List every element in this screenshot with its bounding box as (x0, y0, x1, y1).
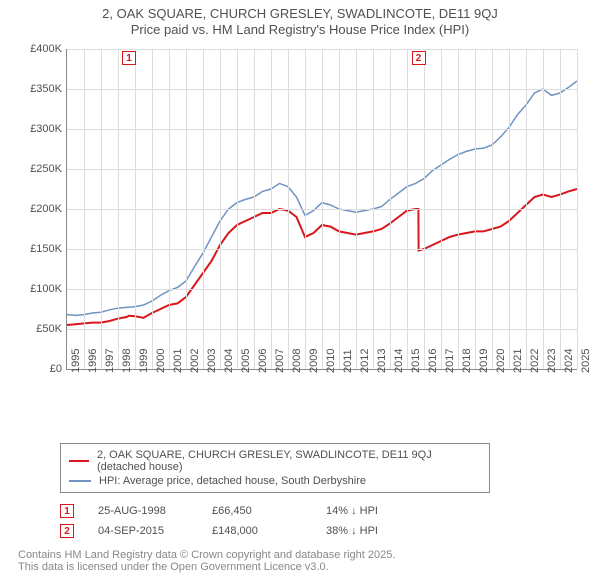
legend-label-hpi: HPI: Average price, detached house, Sout… (99, 475, 366, 487)
x-tick-label: 2000 (155, 348, 167, 372)
gridline-v (305, 49, 306, 369)
footnote: Contains HM Land Registry data © Crown c… (18, 549, 590, 573)
y-tick-label: £300K (30, 123, 62, 135)
sale-price: £148,000 (212, 525, 302, 537)
x-tick-label: 2004 (223, 348, 235, 372)
y-tick-label: £250K (30, 163, 62, 175)
gridline-v (237, 49, 238, 369)
x-tick-label: 2012 (359, 348, 371, 372)
x-tick-label: 1996 (87, 348, 99, 372)
footnote-line-1: Contains HM Land Registry data © Crown c… (18, 549, 590, 561)
gridline-v (390, 49, 391, 369)
legend-item-property: 2, OAK SQUARE, CHURCH GRESLEY, SWADLINCO… (69, 448, 481, 474)
gridline-v (84, 49, 85, 369)
x-tick-label: 2003 (206, 348, 218, 372)
x-tick-label: 2009 (308, 348, 320, 372)
gridline-v (288, 49, 289, 369)
x-tick-label: 2017 (444, 348, 456, 372)
x-tick-label: 2015 (410, 348, 422, 372)
gridline-v (577, 49, 578, 369)
y-tick-label: £100K (30, 283, 62, 295)
title-block: 2, OAK SQUARE, CHURCH GRESLEY, SWADLINCO… (10, 6, 590, 39)
gridline-v (220, 49, 221, 369)
gridline-v (373, 49, 374, 369)
gridline-v (458, 49, 459, 369)
gridline-v (526, 49, 527, 369)
x-tick-label: 2010 (325, 348, 337, 372)
gridline-v (322, 49, 323, 369)
x-tick-label: 2001 (172, 348, 184, 372)
sale-date: 04-SEP-2015 (98, 525, 188, 537)
gridline-v (101, 49, 102, 369)
y-tick-label: £350K (30, 83, 62, 95)
sale-row: 2 04-SEP-2015 £148,000 38% ↓ HPI (60, 521, 590, 541)
legend-swatch-hpi (69, 480, 91, 482)
gridline-v (339, 49, 340, 369)
gridline-v (560, 49, 561, 369)
sale-row: 1 25-AUG-1998 £66,450 14% ↓ HPI (60, 501, 590, 521)
x-tick-label: 2016 (427, 348, 439, 372)
gridline-v (441, 49, 442, 369)
x-tick-label: 2005 (240, 348, 252, 372)
gridline-v (135, 49, 136, 369)
gridline-v (203, 49, 204, 369)
x-tick-label: 2021 (512, 348, 524, 372)
x-tick-label: 2022 (529, 348, 541, 372)
sale-marker: 1 (122, 51, 136, 65)
y-tick-label: £150K (30, 243, 62, 255)
gridline-v (152, 49, 153, 369)
y-tick-label: £200K (30, 203, 62, 215)
x-tick-label: 2025 (580, 348, 592, 372)
legend-item-hpi: HPI: Average price, detached house, Sout… (69, 474, 481, 488)
x-tick-label: 2006 (257, 348, 269, 372)
gridline-v (186, 49, 187, 369)
x-tick-label: 2013 (376, 348, 388, 372)
x-tick-label: 2019 (478, 348, 490, 372)
sale-delta: 38% ↓ HPI (326, 525, 416, 537)
x-tick-label: 2007 (274, 348, 286, 372)
title-line-1: 2, OAK SQUARE, CHURCH GRESLEY, SWADLINCO… (10, 6, 590, 22)
sale-price: £66,450 (212, 505, 302, 517)
legend-swatch-property (69, 460, 89, 462)
x-tick-label: 2020 (495, 348, 507, 372)
x-tick-label: 1998 (121, 348, 133, 372)
x-tick-label: 2002 (189, 348, 201, 372)
gridline-v (118, 49, 119, 369)
plot-region: 12 (66, 49, 577, 370)
sale-marker: 2 (412, 51, 426, 65)
x-tick-label: 2023 (546, 348, 558, 372)
gridline-v (509, 49, 510, 369)
sale-marker-icon: 2 (60, 524, 74, 538)
x-tick-label: 1999 (138, 348, 150, 372)
x-tick-label: 1997 (104, 348, 116, 372)
legend-label-property: 2, OAK SQUARE, CHURCH GRESLEY, SWADLINCO… (97, 449, 481, 473)
x-tick-label: 2018 (461, 348, 473, 372)
gridline-v (254, 49, 255, 369)
y-tick-label: £400K (30, 43, 62, 55)
gridline-v (543, 49, 544, 369)
x-tick-label: 2011 (342, 349, 354, 373)
y-tick-label: £0 (50, 363, 62, 375)
gridline-v (169, 49, 170, 369)
chart-container: 2, OAK SQUARE, CHURCH GRESLEY, SWADLINCO… (0, 0, 600, 560)
x-tick-label: 2008 (291, 348, 303, 372)
gridline-v (271, 49, 272, 369)
title-line-2: Price paid vs. HM Land Registry's House … (10, 22, 590, 38)
x-tick-label: 1995 (70, 348, 82, 372)
footnote-line-2: This data is licensed under the Open Gov… (18, 561, 590, 573)
sales-table: 1 25-AUG-1998 £66,450 14% ↓ HPI 2 04-SEP-2015… (60, 501, 590, 541)
chart-area: 12 £0£50K£100K£150K£200K£250K£300K£350K£… (20, 45, 580, 405)
sale-date: 25-AUG-1998 (98, 505, 188, 517)
gridline-v (424, 49, 425, 369)
y-tick-label: £50K (36, 323, 62, 335)
legend: 2, OAK SQUARE, CHURCH GRESLEY, SWADLINCO… (60, 443, 490, 493)
gridline-v (475, 49, 476, 369)
gridline-v (356, 49, 357, 369)
x-tick-label: 2014 (393, 348, 405, 372)
gridline-v (492, 49, 493, 369)
sale-delta: 14% ↓ HPI (326, 505, 416, 517)
x-tick-label: 2024 (563, 348, 575, 372)
gridline-v (407, 49, 408, 369)
sale-marker-icon: 1 (60, 504, 74, 518)
